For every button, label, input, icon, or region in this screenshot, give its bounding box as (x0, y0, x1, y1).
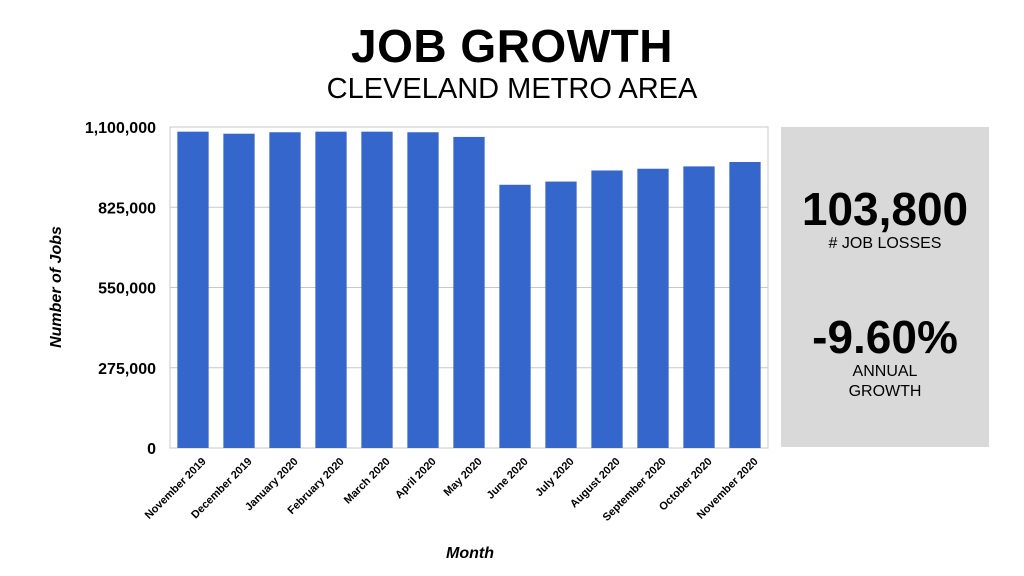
bar (545, 181, 577, 448)
bar (453, 136, 485, 448)
bar (729, 162, 761, 448)
bar (177, 131, 209, 448)
y-tick-label: 275,000 (98, 361, 156, 378)
x-tick-label: March 2020 (342, 456, 393, 507)
annual-growth-value: -9.60% (812, 311, 958, 363)
bar (223, 133, 255, 448)
x-tick-label: May 2020 (442, 456, 485, 499)
y-axis-label: Number of Jobs (48, 226, 65, 348)
chart-subtitle: CLEVELAND METRO AREA (326, 73, 698, 105)
bar (683, 166, 715, 449)
bar-chart: 0 275,000 550,000 825,000 1,100,000 November… (48, 120, 769, 562)
x-axis-label: Month (446, 545, 494, 562)
chart-title: JOB GROWTH (351, 20, 673, 72)
annual-growth-label: ANNUAL GROWTH (848, 363, 922, 400)
y-tick-label: 0 (147, 441, 156, 458)
bars (177, 131, 761, 449)
bar (591, 170, 623, 449)
job-losses-value: 103,800 (801, 183, 969, 235)
bar (315, 131, 347, 448)
y-tick-labels: 0 275,000 550,000 825,000 1,100,000 (85, 120, 156, 458)
x-tick-label: July 2020 (533, 456, 577, 500)
x-tick-label: April 2020 (393, 456, 439, 502)
bar (637, 168, 669, 449)
y-tick-label: 825,000 (98, 200, 156, 217)
bar (361, 131, 393, 448)
bar (269, 132, 301, 448)
x-tick-label: June 2020 (485, 456, 531, 502)
bar (407, 132, 439, 448)
stats-panel: 103,800 # JOB LOSSES -9.60% ANNUAL GROWT… (781, 127, 989, 447)
y-tick-label: 550,000 (98, 281, 156, 298)
bar (499, 184, 531, 448)
y-tick-label: 1,100,000 (85, 120, 156, 137)
job-losses-label: # JOB LOSSES (828, 235, 942, 252)
